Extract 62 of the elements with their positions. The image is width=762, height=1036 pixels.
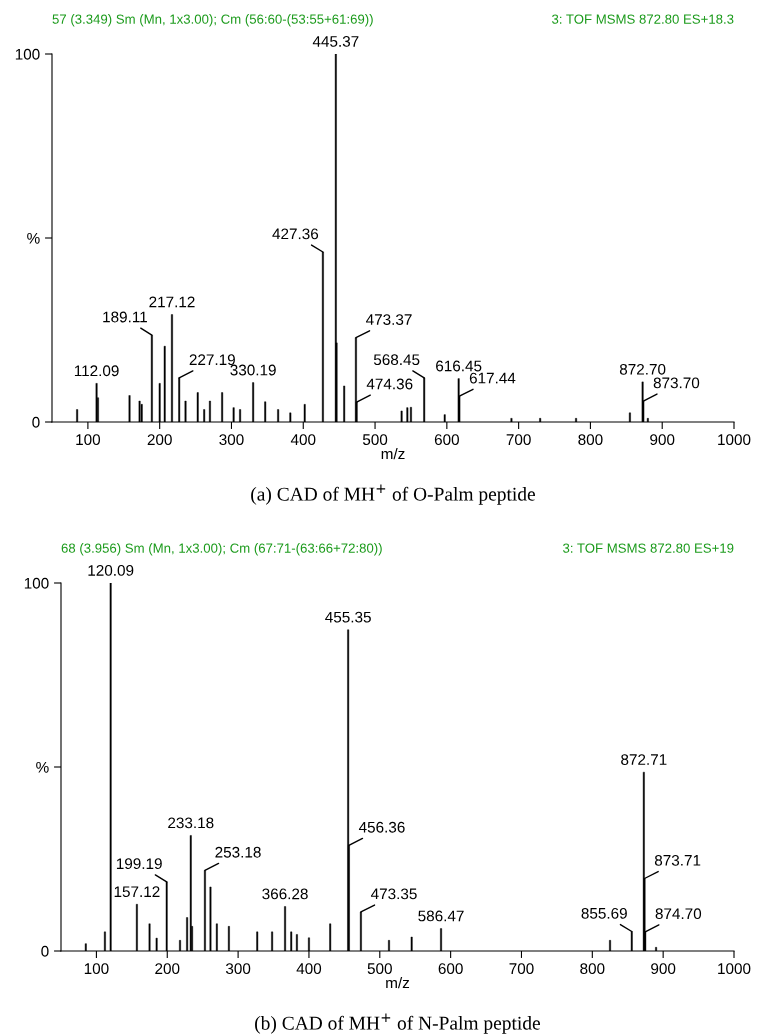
y-tick-label: %	[27, 232, 40, 244]
y-tick-label: 0	[32, 416, 40, 428]
annotation: 445.37	[312, 36, 359, 47]
annotation: 473.35	[370, 888, 417, 900]
chart-title: 57 (3.349) Sm (Mn, 1x3.00); Cm (56:60-(53:55+61:69))	[52, 14, 373, 27]
x-tick-label: 600	[434, 434, 459, 446]
text: (a) CAD of MH$^{+}$ of O-Palm peptide	[251, 484, 535, 505]
annotation: 456.36	[358, 821, 405, 833]
annotation: 427.36	[272, 228, 319, 240]
x-tick-label: 600	[438, 963, 463, 975]
annotation: 872.71	[621, 754, 667, 765]
x-tick-label: 200	[147, 434, 172, 446]
x-tick-label: 400	[290, 434, 316, 446]
x-tick-label: 100	[84, 963, 109, 975]
x-axis-title: m/z	[381, 448, 405, 460]
annotation: 227.19	[189, 354, 235, 366]
annotation: 253.18	[215, 846, 261, 858]
x-tick-label: 300	[219, 434, 244, 446]
x-tick-label: 500	[367, 963, 392, 975]
x-tick-label: 700	[509, 963, 534, 975]
annotation: 616.45	[436, 360, 482, 372]
y-tick-label: 0	[41, 945, 49, 957]
annotation: 872.70	[619, 363, 666, 375]
annotation: 189.11	[103, 311, 147, 323]
x-tick-label: 800	[578, 434, 603, 446]
annotation: 568.45	[373, 354, 420, 366]
annotation: 873.70	[653, 377, 700, 389]
x-tick-label: 700	[506, 434, 531, 446]
x-tick-label: 400	[296, 963, 322, 975]
annotation: 855.69	[581, 907, 627, 919]
annotation: 617.44	[469, 372, 516, 384]
annotation: 473.37	[366, 314, 412, 325]
y-tick-label: %	[36, 761, 49, 773]
x-tick-label: 900	[650, 434, 675, 446]
y-tick-label: 100	[24, 577, 49, 589]
annotation: 874.70	[655, 908, 702, 920]
annotation: 873.71	[654, 854, 701, 866]
x-tick-label: 900	[651, 963, 676, 975]
text: (b) CAD of MH$^{+}$ of N-Palm peptide	[255, 1013, 540, 1034]
x-tick-label: 300	[225, 963, 251, 975]
x-tick-label: 100	[76, 434, 101, 446]
chart-subtitle: 3: TOF MSMS 872.80 ES+19	[563, 543, 734, 553]
x-axis-title: m/z	[386, 977, 410, 989]
annotation: 474.36	[366, 378, 413, 390]
annotation: 233.18	[168, 817, 214, 829]
annotation: 366.28	[262, 888, 308, 900]
annotation: 455.35	[325, 611, 371, 623]
chart-title: 68 (3.956) Sm (Mn, 1x3.00); Cm (67:71-(63:66+72:80))	[61, 543, 382, 556]
annotation: 157.12	[114, 886, 160, 898]
chart-subtitle: 3: TOF MSMS 872.80 ES+18.3	[552, 14, 734, 24]
annotation: 217.12	[149, 296, 195, 308]
x-tick-label: 500	[362, 434, 388, 446]
annotation: 112.09	[74, 365, 119, 377]
annotation: 120.09	[88, 565, 134, 576]
x-tick-label: 1000	[718, 963, 751, 975]
annotation: 586.47	[418, 910, 464, 922]
y-tick-label: 100	[15, 48, 40, 60]
annotation: 330.19	[230, 364, 276, 376]
x-tick-label: 800	[580, 963, 605, 975]
x-tick-label: 200	[155, 963, 180, 975]
annotation: 199.19	[116, 858, 162, 870]
x-tick-label: 1000	[718, 434, 751, 446]
